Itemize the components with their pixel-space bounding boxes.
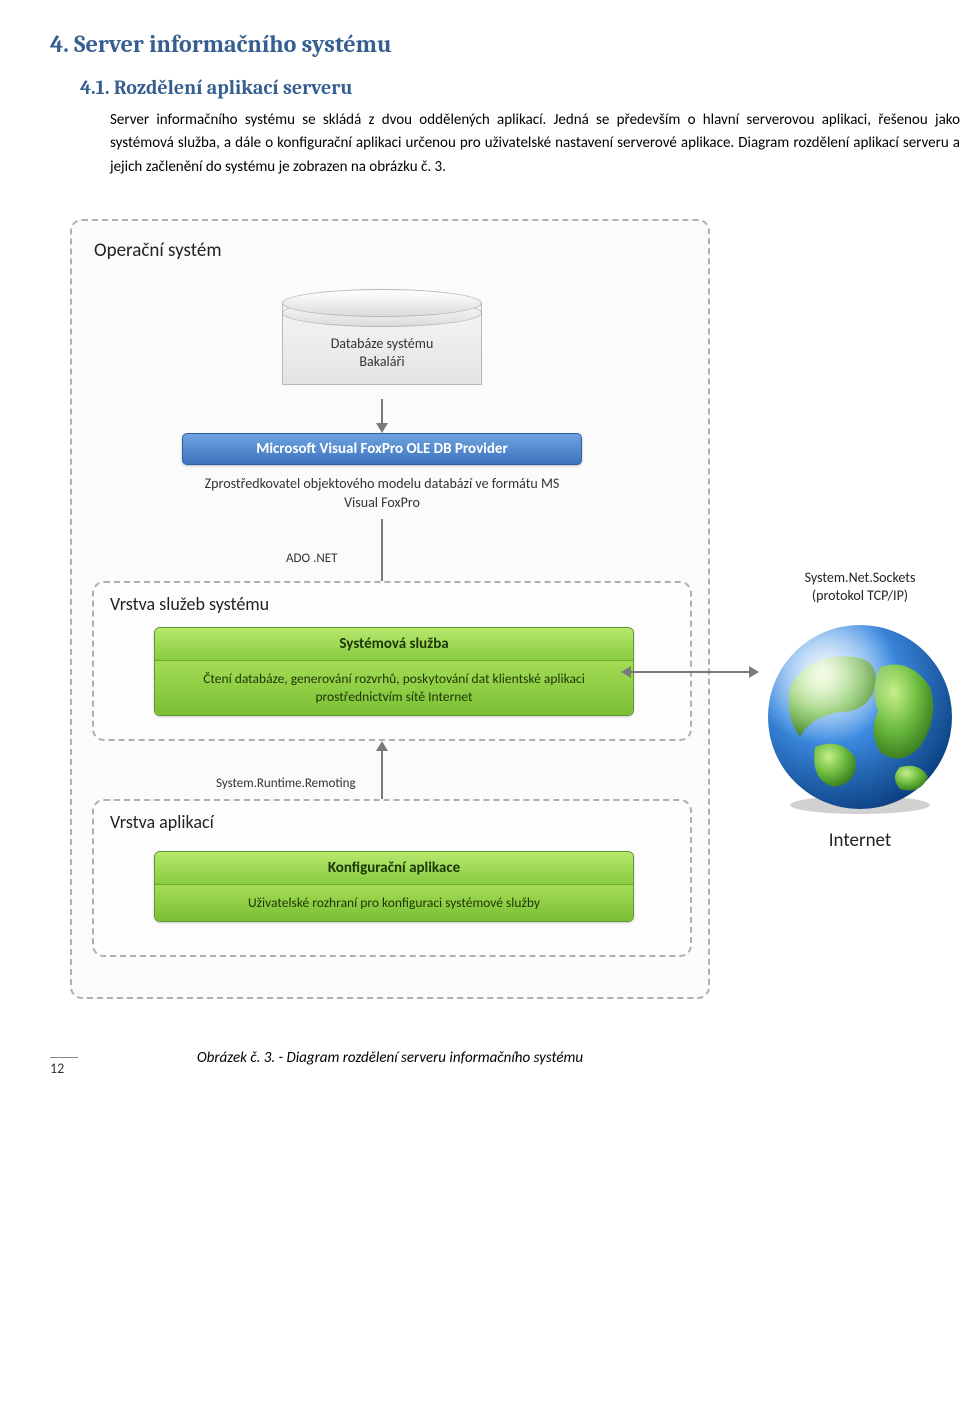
provider-title: Microsoft Visual FoxPro OLE DB Provider [182,433,582,465]
internet-label: Internet [750,829,960,852]
sockets-label: System.Net.Sockets (protokol TCP/IP) [750,569,960,605]
database-line1: Databáze systému [331,335,434,352]
system-service-desc: Čtení databáze, generování rozvrhů, posk… [155,661,633,715]
edge-adonet: ADO .NET [282,551,341,566]
internet-column: System.Net.Sockets (protokol TCP/IP) [750,569,960,852]
config-app-box: Konfigurační aplikace Uživatelské rozhra… [154,851,634,922]
edge-remoting: System.Runtime.Remoting [212,776,360,791]
system-service-title: Systémová služba [155,628,633,661]
apps-layer-label: Vrstva aplikací [110,811,214,833]
page-heading-2: 4.1. Rozdělení aplikací serveru [80,76,960,99]
database-cylinder: Databáze systému Bakaláři [282,289,482,399]
provider-desc: Zprostředkovatel objektového modelu data… [182,465,582,519]
globe-icon [760,617,960,817]
intro-paragraph: Server informačního systému se skládá z … [110,109,960,179]
figure-caption: Obrázek č. 3. - Diagram rozdělení server… [70,1049,710,1067]
page-number: 12 [50,1057,78,1077]
config-app-title: Konfigurační aplikace [155,852,633,885]
oledb-provider: Microsoft Visual FoxPro OLE DB Provider … [182,433,582,519]
services-layer-label: Vrstva služeb systému [110,593,269,615]
system-service-box: Systémová služba Čtení databáze, generov… [154,627,634,716]
config-app-desc: Uživatelské rozhraní pro konfiguraci sys… [155,885,633,921]
architecture-diagram: Operační systém Databáze systému Bakalář… [70,219,950,1019]
services-layer: Vrstva služeb systému Systémová služba Č… [92,581,692,741]
os-label: Operační systém [94,239,222,262]
os-boundary: Operační systém Databáze systému Bakalář… [70,219,710,999]
sockets-arrow [630,671,750,673]
page-heading-1: 4. Server informačního systému [50,30,960,58]
database-line2: Bakaláři [359,353,404,370]
apps-layer: Vrstva aplikací Konfigurační aplikace Už… [92,799,692,957]
